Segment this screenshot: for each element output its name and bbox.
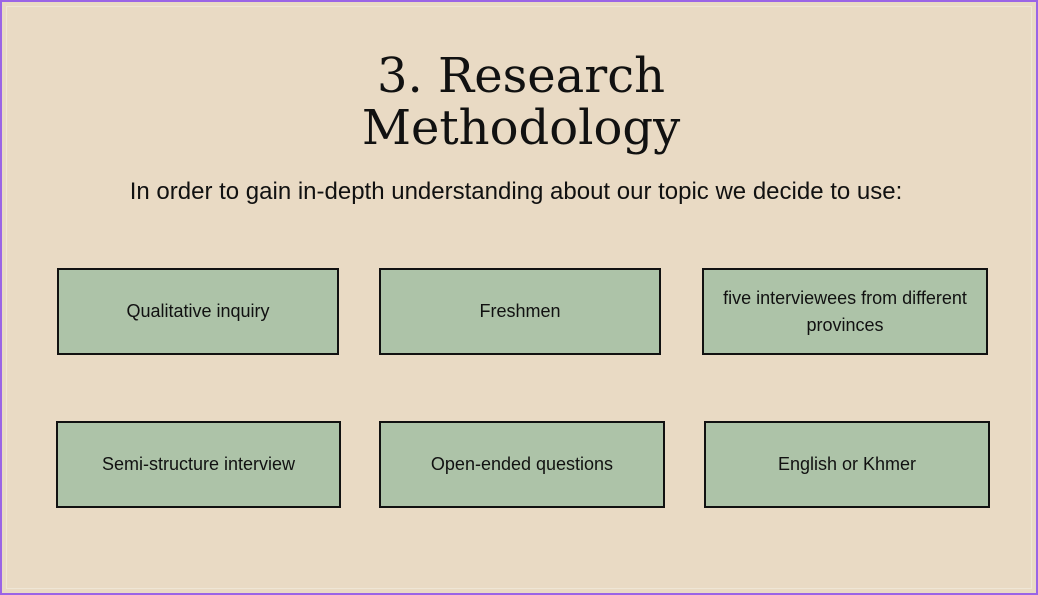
slide-title-line-1: 3. Research xyxy=(377,48,665,104)
method-box-five-interviewees: five interviewees from different provinc… xyxy=(702,268,988,355)
slide-subtitle: In order to gain in-depth understanding … xyxy=(129,178,903,205)
method-box-semi-structure-interview: Semi-structure interview xyxy=(56,421,341,508)
slide-title-line-2: Methodology xyxy=(361,100,681,156)
method-box-english-or-khmer: English or Khmer xyxy=(704,421,990,508)
method-box-freshmen: Freshmen xyxy=(379,268,661,355)
method-box-open-ended-questions: Open-ended questions xyxy=(379,421,665,508)
method-box-qualitative-inquiry: Qualitative inquiry xyxy=(57,268,339,355)
slide-title: 3. Research Methodology xyxy=(2,50,1038,154)
